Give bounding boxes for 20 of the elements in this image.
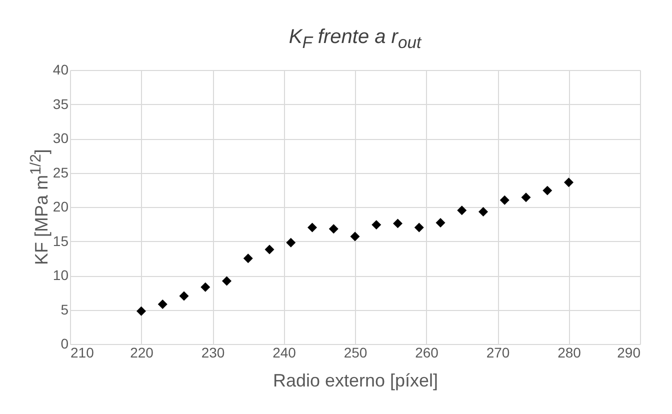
x-tick-label: 230 (201, 344, 225, 360)
x-tick-label: 250 (344, 344, 368, 360)
x-tick-label: 290 (617, 344, 641, 360)
y-tick-label: 30 (52, 130, 69, 146)
x-tick-label: 270 (486, 344, 510, 360)
y-tick-label: 15 (52, 232, 69, 249)
x-tick-label: 210 (70, 344, 94, 360)
x-tick-label: 260 (415, 344, 439, 360)
x-axis-title: Radio externo [píxel] (272, 370, 438, 390)
x-tick-label: 240 (272, 344, 296, 360)
y-tick-label: 40 (52, 62, 69, 78)
y-tick-label: 0 (60, 336, 69, 352)
x-tick-label: 280 (558, 344, 582, 360)
y-tick-label: 10 (52, 267, 69, 283)
y-tick-label: 20 (52, 198, 69, 214)
y-tick-label: 5 (60, 301, 69, 318)
chart-title: K$_{F}$ frente a r$_{out}$ (288, 26, 423, 53)
y-tick-label: 25 (52, 164, 69, 180)
x-tick-label: 220 (130, 344, 154, 360)
y-tick-label: 35 (52, 96, 69, 112)
